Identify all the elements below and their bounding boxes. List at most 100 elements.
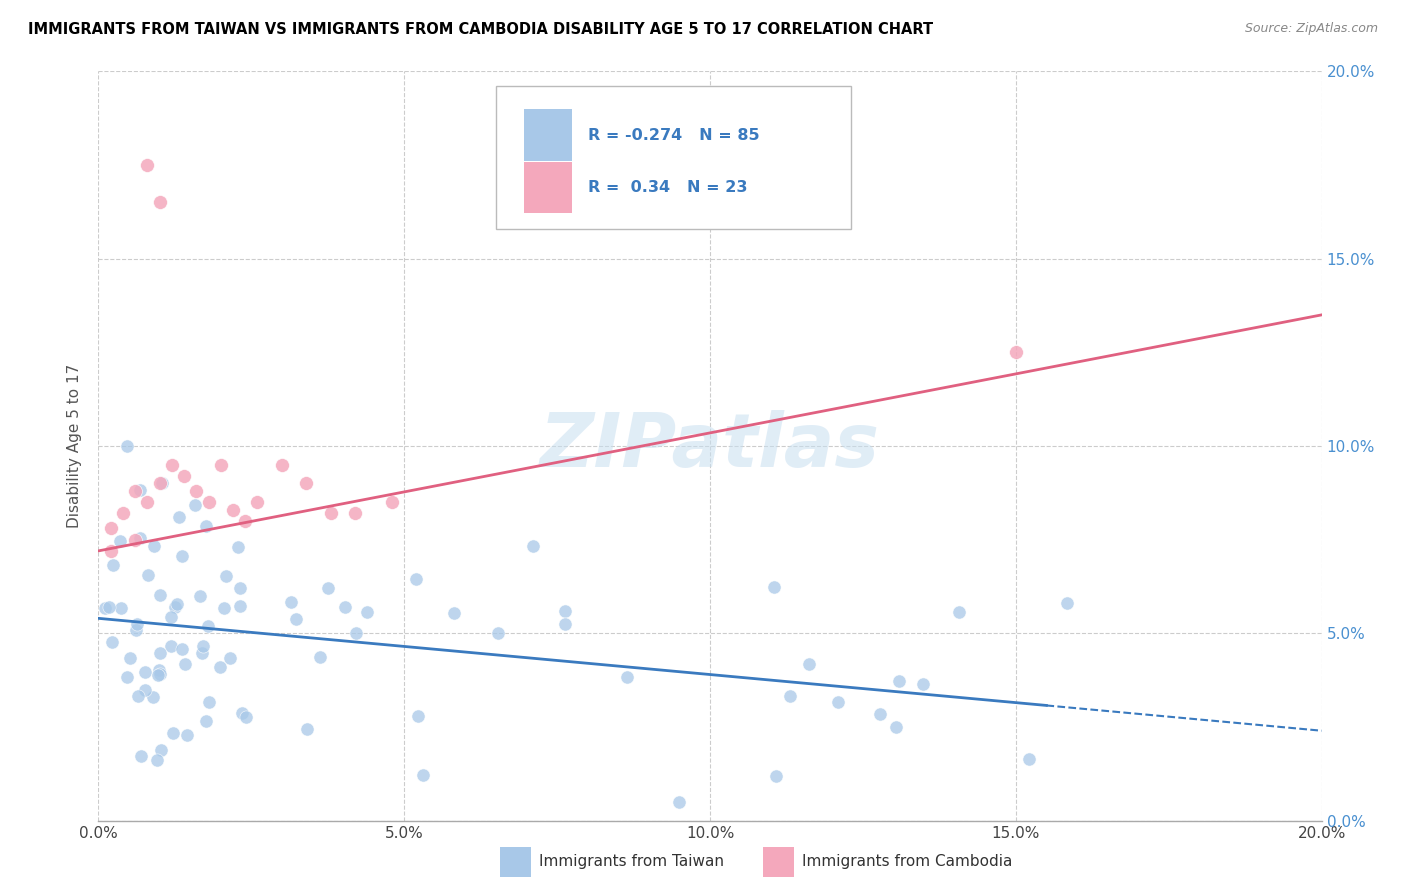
Point (229, 599, 252, 613)
Point (344, 507, 367, 521)
Text: Immigrants from Taiwan: Immigrants from Taiwan (538, 855, 724, 870)
Point (124, 533, 146, 547)
Point (108, 533, 131, 548)
Point (554, 616, 576, 631)
Point (148, 664, 170, 678)
Point (165, 599, 187, 614)
Point (149, 666, 172, 681)
Point (231, 706, 253, 721)
Point (129, 483, 152, 497)
Point (150, 476, 173, 491)
Point (295, 476, 318, 491)
Point (316, 581, 339, 595)
Point (195, 518, 218, 533)
Point (762, 581, 785, 595)
Point (124, 624, 146, 638)
Point (884, 720, 907, 734)
Point (198, 695, 221, 709)
Point (280, 595, 302, 609)
Point (214, 568, 236, 582)
Point (149, 588, 172, 602)
Y-axis label: Disability Age 5 to 17: Disability Age 5 to 17 (67, 364, 83, 528)
Point (101, 558, 124, 572)
Point (191, 639, 214, 653)
Point (344, 626, 367, 640)
Point (136, 567, 159, 582)
Point (188, 589, 211, 603)
Point (381, 495, 404, 509)
Point (143, 539, 166, 553)
Point (319, 507, 342, 521)
Point (406, 709, 429, 723)
Point (522, 539, 544, 553)
Point (94, 600, 117, 615)
Point (98, 600, 121, 615)
Point (218, 650, 240, 665)
Point (554, 604, 576, 618)
Text: Source: ZipAtlas.com: Source: ZipAtlas.com (1244, 22, 1378, 36)
Text: R = -0.274   N = 85: R = -0.274 N = 85 (588, 128, 759, 143)
Point (131, 748, 153, 763)
Point (146, 753, 169, 767)
Point (160, 610, 183, 624)
Point (948, 605, 970, 619)
Point (228, 581, 250, 595)
Point (134, 665, 156, 679)
Point (191, 647, 214, 661)
Point (148, 646, 170, 660)
Point (412, 768, 434, 782)
Point (333, 600, 356, 615)
FancyBboxPatch shape (499, 847, 531, 877)
Point (869, 706, 891, 721)
Point (1056, 596, 1078, 610)
Point (159, 639, 181, 653)
Point (173, 469, 195, 483)
Point (405, 572, 427, 586)
Point (162, 726, 184, 740)
Text: ZIPatlas: ZIPatlas (540, 409, 880, 483)
Point (128, 531, 150, 545)
Point (115, 439, 138, 453)
Point (149, 476, 172, 491)
Point (222, 502, 245, 516)
Point (209, 659, 232, 673)
Point (765, 769, 787, 783)
Text: R =  0.34   N = 23: R = 0.34 N = 23 (588, 180, 747, 195)
Point (127, 689, 149, 703)
FancyBboxPatch shape (524, 109, 572, 161)
Point (912, 677, 935, 691)
Point (100, 544, 122, 558)
Point (295, 723, 318, 737)
Point (120, 651, 142, 665)
Point (115, 670, 138, 684)
Point (668, 795, 690, 809)
Point (309, 650, 332, 665)
Point (195, 714, 218, 728)
Text: Immigrants from Cambodia: Immigrants from Cambodia (801, 855, 1012, 870)
Point (285, 612, 308, 626)
Point (270, 458, 292, 472)
Point (233, 514, 256, 528)
Point (136, 158, 159, 172)
Point (149, 195, 172, 210)
Point (160, 458, 183, 472)
Point (887, 673, 910, 688)
Point (235, 710, 257, 724)
Point (166, 597, 188, 611)
Point (184, 499, 207, 513)
Point (170, 549, 193, 564)
Point (134, 682, 156, 697)
Point (1018, 752, 1040, 766)
Point (170, 641, 193, 656)
Point (136, 495, 159, 509)
Point (443, 607, 465, 621)
Point (176, 728, 198, 742)
Point (797, 657, 820, 672)
FancyBboxPatch shape (524, 161, 572, 213)
Point (111, 507, 134, 521)
FancyBboxPatch shape (496, 87, 851, 228)
Point (150, 742, 173, 756)
Point (142, 690, 165, 704)
Point (209, 458, 232, 472)
Point (146, 668, 169, 682)
